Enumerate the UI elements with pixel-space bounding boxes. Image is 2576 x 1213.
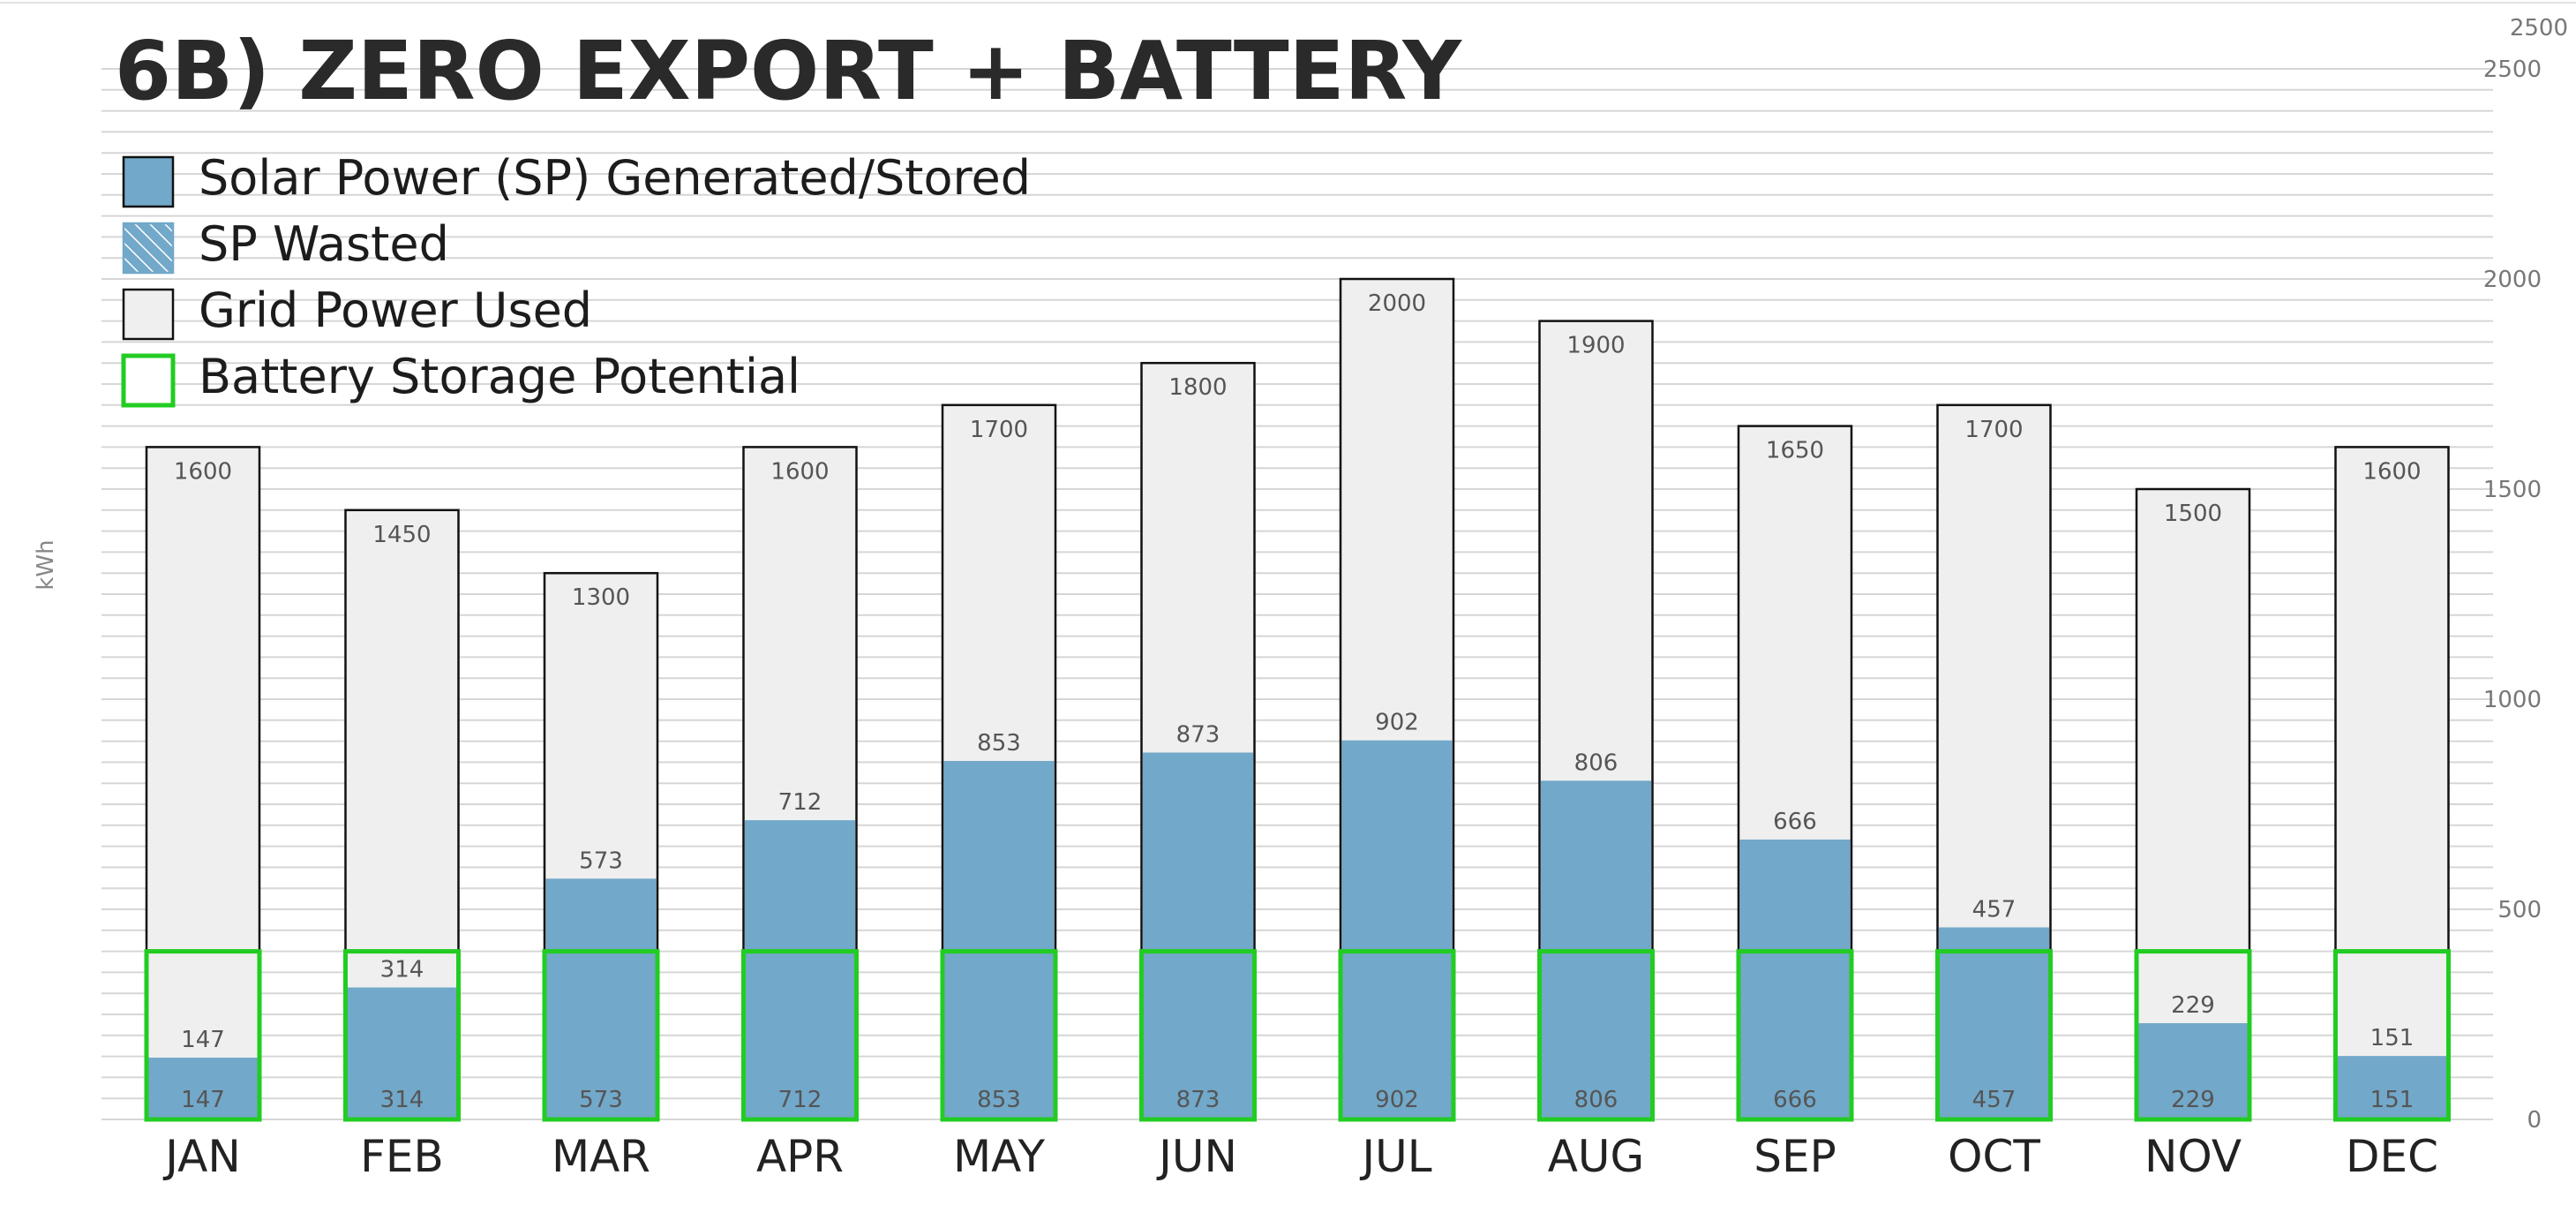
stored-value-label: 573 — [579, 1087, 623, 1113]
battery-outline — [1736, 949, 1854, 1122]
solar-value-label: 712 — [778, 789, 822, 816]
grid-value-label: 1600 — [174, 458, 232, 485]
stored-value-label: 902 — [1375, 1087, 1419, 1113]
stored-value-label: 147 — [181, 1087, 225, 1113]
y-tick-label: 500 — [2497, 897, 2542, 923]
x-tick-label: JUN — [1156, 1131, 1237, 1182]
battery-outline — [1139, 949, 1257, 1122]
legend-swatch-grid — [122, 288, 175, 341]
legend-label: SP Wasted — [199, 216, 449, 272]
x-tick-label: JAN — [162, 1131, 240, 1182]
grid-value-label: 1450 — [372, 522, 431, 548]
x-tick-label: DEC — [2346, 1131, 2438, 1182]
legend-label: Grid Power Used — [199, 283, 592, 338]
battery-outline — [940, 949, 1058, 1122]
grid-power-bar — [2334, 446, 2450, 1121]
solar-bar — [545, 878, 657, 1119]
stored-value-label: 229 — [2171, 1087, 2215, 1113]
legend: Solar Power (SP) Generated/Stored SP Wast… — [121, 150, 1031, 408]
solar-bar — [1939, 927, 2049, 1119]
grid-power-bar — [145, 446, 261, 1121]
legend-label: Battery Storage Potential — [199, 349, 800, 404]
grid-value-label: 1600 — [2362, 458, 2421, 485]
stored-value-label: 806 — [1574, 1087, 1618, 1113]
x-tick-label: MAR — [552, 1131, 650, 1182]
solar-value-label: 229 — [2171, 992, 2215, 1019]
x-tick-label: MAY — [953, 1131, 1045, 1182]
solar-bar — [1143, 752, 1253, 1119]
solar-bar — [2137, 1022, 2249, 1119]
solar-value-label: 314 — [380, 957, 424, 983]
grid-value-label: 2000 — [1368, 290, 1426, 317]
x-axis-ticks: JAN FEB MAR APR MAY JUN JUL AUG SEP OCT NOV DEC — [162, 1131, 2438, 1182]
grid-value-label: 1600 — [770, 458, 829, 485]
y-tick-label: 1500 — [2483, 477, 2542, 503]
solar-value-label: 666 — [1773, 809, 1817, 835]
x-tick-label: OCT — [1948, 1131, 2040, 1182]
y-tick-label-extra: 2500 — [2510, 15, 2568, 41]
gridlines — [0, 2, 2576, 1120]
solar-value-label: 147 — [181, 1027, 225, 1053]
stored-value-label: 666 — [1773, 1087, 1817, 1113]
y-axis-label: kWh — [33, 539, 59, 590]
bars — [144, 277, 2451, 1122]
stored-value-label: 873 — [1176, 1087, 1220, 1113]
y-tick-label: 1000 — [2483, 687, 2542, 713]
battery-outline — [343, 949, 461, 1122]
legend-swatch-battery — [121, 353, 176, 408]
solar-bar — [347, 987, 457, 1119]
legend-label: Solar Power (SP) Generated/Stored — [199, 150, 1031, 206]
legend-swatch-wasted — [122, 222, 175, 275]
grid-value-label: 1900 — [1566, 333, 1625, 359]
stored-value-label: 712 — [778, 1087, 822, 1113]
x-tick-label: APR — [756, 1131, 844, 1182]
x-tick-label: FEB — [360, 1131, 444, 1182]
battery-outline — [2333, 949, 2451, 1122]
solar-bar — [1341, 740, 1453, 1119]
y-tick-label: 2000 — [2483, 267, 2542, 293]
legend-swatch-solar — [122, 155, 175, 208]
stored-value-label: 314 — [380, 1087, 424, 1113]
x-tick-label: NOV — [2144, 1131, 2242, 1182]
solar-bar — [147, 1058, 259, 1119]
battery-outline — [144, 949, 262, 1122]
x-tick-label: AUG — [1548, 1131, 1645, 1182]
solar-value-label: 573 — [579, 848, 623, 874]
solar-value-label: 151 — [2370, 1025, 2415, 1051]
grid-value-label: 1650 — [1766, 438, 1824, 464]
stored-value-label: 457 — [1972, 1087, 2016, 1113]
data-labels: 1600 147 147 1450 314 314 1300 573 573 1600 712 712… — [174, 290, 2422, 1113]
solar-bar — [745, 820, 855, 1119]
grid-power-bar — [2135, 487, 2251, 1121]
grid-value-label: 1300 — [572, 584, 630, 611]
solar-value-label: 806 — [1574, 750, 1618, 776]
battery-outline — [1537, 949, 1655, 1122]
y-axis-ticks: 0 500 1000 1500 2000 2500 2500 — [2483, 15, 2568, 1134]
grid-value-label: 1800 — [1168, 374, 1227, 401]
stored-value-label: 853 — [977, 1087, 1021, 1113]
solar-value-label: 873 — [1176, 721, 1220, 748]
grid-value-label: 1500 — [2164, 501, 2222, 527]
grid-value-label: 1700 — [1964, 417, 2023, 443]
solar-value-label: 457 — [1972, 896, 2016, 923]
solar-value-label: 902 — [1375, 710, 1419, 736]
solar-value-label: 853 — [977, 730, 1021, 757]
chart-title: 6B) ZERO EXPORT + BATTERY — [115, 24, 1462, 118]
battery-outline — [2134, 949, 2252, 1122]
battery-outline — [741, 949, 859, 1122]
solar-bar — [1739, 839, 1851, 1119]
grid-value-label: 1700 — [970, 417, 1028, 443]
y-tick-label: 2500 — [2483, 57, 2542, 83]
solar-bar — [2337, 1056, 2447, 1119]
stored-value-label: 151 — [2370, 1087, 2415, 1113]
x-tick-label: SEP — [1754, 1131, 1836, 1182]
battery-outline — [1338, 949, 1456, 1122]
y-tick-label: 0 — [2527, 1107, 2542, 1134]
x-tick-label: JUL — [1359, 1131, 1431, 1182]
battery-outline — [1935, 949, 2053, 1122]
battery-outline — [542, 949, 660, 1122]
solar-bar — [943, 760, 1055, 1119]
